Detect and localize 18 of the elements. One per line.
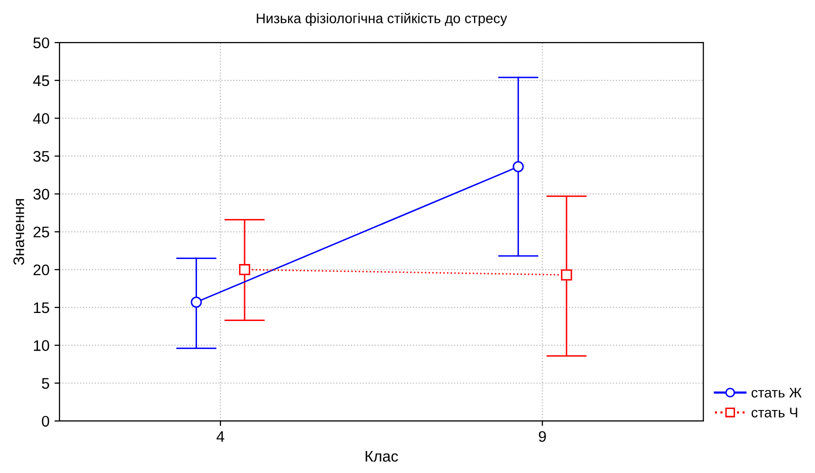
x-tick-label: 9 [538, 431, 546, 442]
legend-label: стать Ч [752, 408, 798, 418]
y-tick-label: 5 [42, 378, 50, 389]
y-tick-label: 20 [34, 264, 50, 276]
x-tick-label: 4 [216, 431, 224, 442]
x-axis-title: Клас [366, 451, 398, 462]
y-tick-label: 40 [33, 113, 50, 124]
legend-label: стать Ж [752, 388, 802, 398]
chart-title: Низька фізіологічна стійкість до стресу [256, 12, 508, 26]
y-tick-label: 30 [33, 188, 50, 200]
y-tick-label: 35 [33, 150, 50, 162]
y-tick-label: 45 [33, 75, 50, 86]
y-tick-label: 50 [33, 37, 50, 48]
y-tick-label: 10 [34, 340, 50, 351]
y-axis-title: Значення [13, 199, 24, 265]
y-tick-label: 25 [34, 226, 50, 238]
y-tick-label: 15 [34, 302, 50, 314]
y-tick-label: 0 [42, 416, 50, 427]
